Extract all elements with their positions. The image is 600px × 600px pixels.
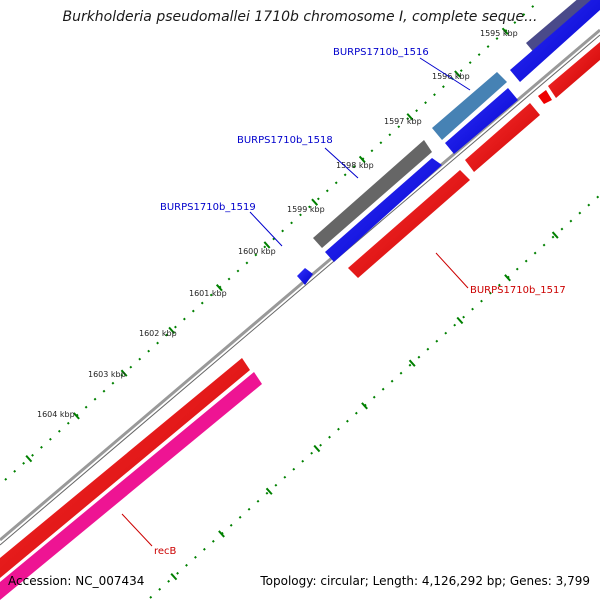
inner-major-tick-8 [551,231,559,239]
inner-major-tick-2 [265,487,273,495]
inner-major-tick-4 [361,402,368,410]
gene-BURPS1710b_1519[interactable] [297,268,313,285]
outer-major-tick-4 [215,284,223,292]
tick-label-1595: 1595 kbp [480,29,518,38]
outer-major-tick-5 [263,241,271,249]
tick-labels: 1595 kbp 1596 kbp 1597 kbp 1598 kbp 1599… [37,29,518,419]
label-BURPS1710b_1519[interactable]: BURPS1710b_1519 [160,202,256,213]
outer-major-tick-8 [406,113,414,121]
inner-major-tick-6 [456,316,464,325]
gene-labels: BURPS1710b_1516 BURPS1710b_1518 BURPS171… [121,47,566,557]
outer-major-tick-9 [454,70,461,78]
inner-tick-ring [149,194,600,599]
topology-text: Topology: circular; Length: 4,126,292 bp… [260,574,590,588]
outer-major-tick-2 [120,369,128,377]
label-BURPS1710b_1518[interactable]: BURPS1710b_1518 [237,135,333,146]
gene-steel[interactable] [432,72,507,140]
gene-red-long[interactable] [0,358,250,578]
label-BURPS1710b_1517[interactable]: BURPS1710b_1517 [470,285,566,296]
tick-label-1602: 1602 kbp [139,329,177,338]
accession-text: Accession: NC_007434 [8,574,145,588]
leader-1518 [324,147,359,179]
tick-label-1600: 1600 kbp [238,247,276,256]
inner-major-tick-7 [504,274,511,282]
outer-major-tick-10 [501,27,509,35]
outer-tick-ring [4,0,541,481]
tick-label-1596: 1596 kbp [432,72,470,81]
label-BURPS1710b_1516[interactable]: BURPS1710b_1516 [333,47,429,58]
gene-red-small[interactable] [538,90,552,104]
tick-label-1601: 1601 kbp [189,289,227,298]
leader-recB [121,513,153,547]
outer-major-tick-6 [311,198,319,206]
label-recB[interactable]: recB [154,546,177,557]
tick-label-1597: 1597 kbp [384,117,422,126]
backbone-shadow [0,34,600,546]
outer-major-tick-7 [358,155,366,164]
inner-major-tick-1 [218,530,225,538]
inner-major-tick-3 [313,444,321,453]
tick-label-1603: 1603 kbp [88,370,126,379]
tick-label-1604: 1604 kbp [37,410,75,419]
outer-major-tick-0 [25,454,33,463]
gene-red-mid[interactable] [465,103,540,172]
outer-major-tick-3 [168,326,176,335]
gene-forward-1516[interactable] [445,88,518,154]
outer-major-tick-1 [73,412,80,420]
tick-label-1598: 1598 kbp [336,161,374,170]
gene-red-top[interactable] [548,42,600,98]
inner-major-tick-0 [170,573,178,581]
gene-BURPS1710b_1517[interactable] [348,170,470,278]
leader-1517 [435,252,469,289]
gene-gray[interactable] [313,140,432,248]
tick-label-1599: 1599 kbp [287,205,325,214]
leader-1519 [249,211,283,247]
gene-recB[interactable] [0,372,262,600]
gene-BURPS1710b_1518[interactable] [325,158,442,262]
gene-BURPS1710b_1516-arrow[interactable] [510,0,600,82]
map-title: Burkholderia pseudomallei 1710b chromoso… [62,9,538,25]
inner-major-tick-5 [408,359,416,367]
leader-1516 [419,57,471,91]
